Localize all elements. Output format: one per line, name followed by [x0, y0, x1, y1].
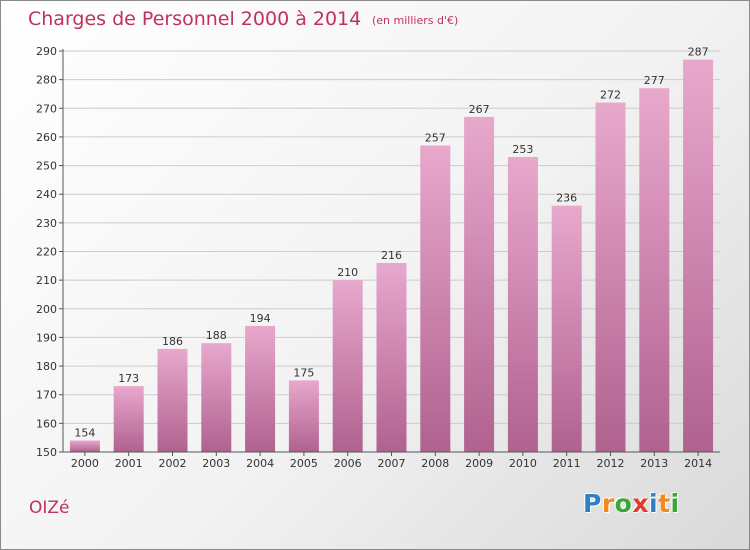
data-label-2004: 194 — [250, 312, 271, 325]
y-tick-label: 200 — [36, 303, 57, 316]
chart-subtitle: (en milliers d'€) — [372, 14, 459, 27]
x-tick-label-2008: 2008 — [421, 457, 449, 470]
bar-2012 — [595, 102, 626, 453]
x-tick-label-2009: 2009 — [465, 457, 493, 470]
chart-title: Charges de Personnel 2000 à 2014 — [28, 8, 362, 30]
y-tick-label: 150 — [36, 446, 57, 459]
x-tick-label-2004: 2004 — [246, 457, 274, 470]
y-tick-label: 250 — [36, 160, 57, 173]
commune-name: OIZé — [29, 498, 70, 518]
bar-2008 — [420, 145, 451, 452]
data-label-2007: 216 — [381, 249, 402, 262]
y-tick-label: 170 — [36, 389, 57, 402]
bar-2004 — [245, 325, 276, 452]
bar-2003 — [201, 343, 232, 452]
x-tick-label-2014: 2014 — [684, 457, 712, 470]
logo-letter: t — [658, 489, 671, 518]
axes: 150 160 170 180 190 200 210 220 230 240 250 260 270 2… — [36, 45, 720, 470]
bar-2006 — [332, 280, 363, 452]
bar-2001 — [113, 386, 144, 452]
data-label-2003: 188 — [206, 329, 227, 342]
proxiti-logo: Proxiti — [583, 489, 680, 518]
logo-letter: i — [670, 489, 680, 518]
data-label-2010: 253 — [512, 143, 533, 156]
y-tick-label: 180 — [36, 360, 57, 373]
y-tick-label: 160 — [36, 417, 57, 430]
logo-letter: o — [614, 489, 633, 518]
logo-letter: i — [649, 489, 659, 518]
y-tick-label: 190 — [36, 331, 57, 344]
data-label-2013: 277 — [644, 74, 665, 87]
data-label-2014: 287 — [688, 46, 709, 59]
bar-2000 — [69, 440, 100, 452]
y-tick-label: 270 — [36, 102, 57, 115]
bar-2014 — [683, 59, 714, 452]
bar-2002 — [157, 348, 188, 452]
data-label-2012: 272 — [600, 89, 621, 102]
x-tick-label-2011: 2011 — [553, 457, 581, 470]
y-tick-label: 290 — [36, 45, 57, 58]
data-label-2009: 267 — [469, 103, 490, 116]
x-tick-label-2002: 2002 — [159, 457, 187, 470]
bar-2009 — [464, 116, 495, 452]
bar-2013 — [639, 88, 670, 452]
y-tick-label: 220 — [36, 246, 57, 259]
logo-letter: x — [632, 489, 649, 518]
y-tick-label: 280 — [36, 74, 57, 87]
y-tick-label: 230 — [36, 217, 57, 230]
bars — [69, 59, 714, 453]
x-tick-label-2007: 2007 — [378, 457, 406, 470]
data-label-2006: 210 — [337, 266, 358, 279]
data-label-2001: 173 — [118, 372, 139, 385]
x-tick-label-2006: 2006 — [334, 457, 362, 470]
bar-2005 — [288, 380, 319, 452]
data-label-2005: 175 — [293, 366, 314, 379]
data-label-2011: 236 — [556, 192, 577, 205]
x-tick-label-2005: 2005 — [290, 457, 318, 470]
logo-letter: r — [601, 489, 615, 518]
x-tick-label-2010: 2010 — [509, 457, 537, 470]
logo-letter: P — [583, 489, 602, 518]
x-tick-label-2000: 2000 — [71, 457, 99, 470]
y-tick-label: 240 — [36, 188, 57, 201]
bar-2007 — [376, 262, 407, 452]
y-tick-label: 260 — [36, 131, 57, 144]
x-tick-label-2001: 2001 — [115, 457, 143, 470]
data-label-2002: 186 — [162, 335, 183, 348]
x-tick-label-2012: 2012 — [597, 457, 625, 470]
data-label-2008: 257 — [425, 132, 446, 145]
data-label-2000: 154 — [74, 427, 95, 440]
bar-2010 — [507, 156, 538, 452]
y-tick-label: 210 — [36, 274, 57, 287]
x-tick-label-2003: 2003 — [202, 457, 230, 470]
bar-2011 — [551, 205, 582, 452]
x-tick-label-2013: 2013 — [640, 457, 668, 470]
